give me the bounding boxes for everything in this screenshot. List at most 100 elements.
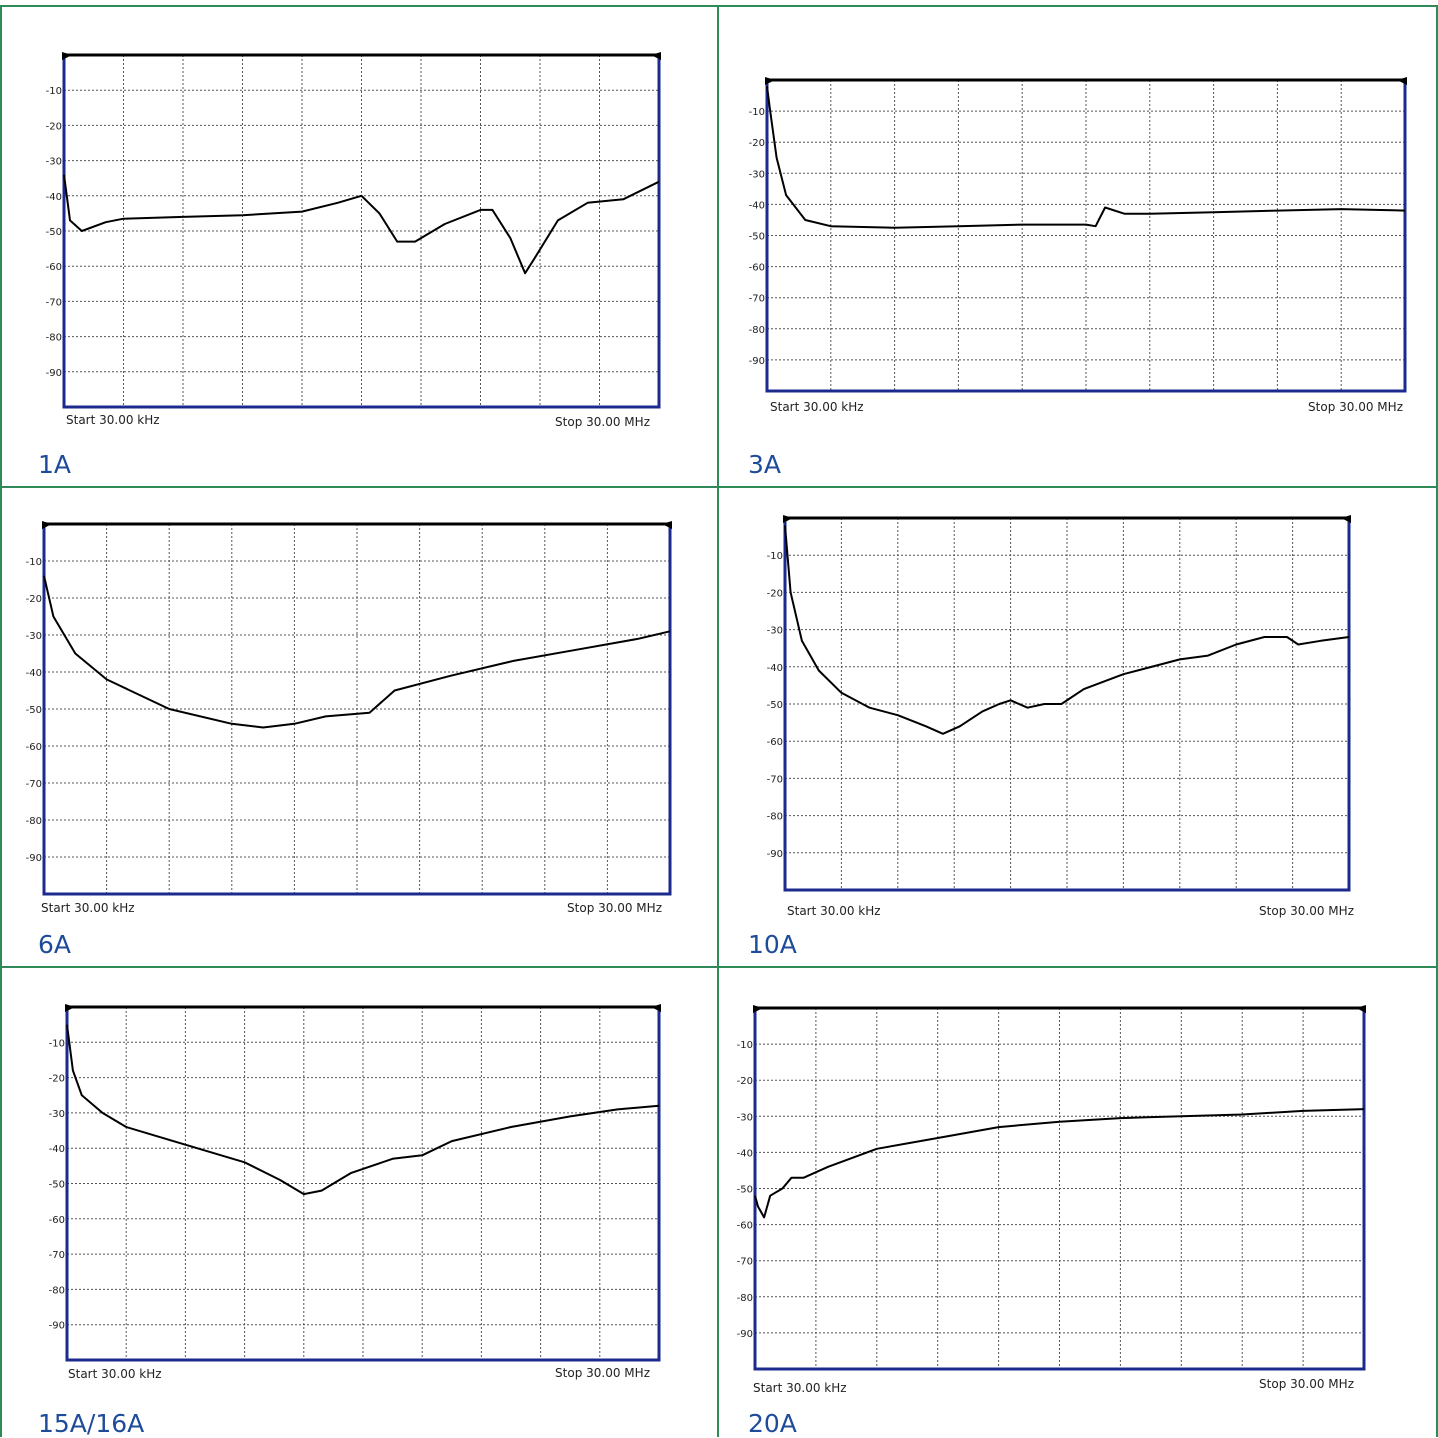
y-tick-label: -30 (749, 169, 765, 180)
y-tick-label: -40 (737, 1148, 753, 1159)
y-tick-label: -80 (767, 812, 783, 823)
y-tick-label: -80 (26, 816, 42, 827)
start-frequency-label: Start 30.00 kHz (68, 1367, 162, 1381)
y-tick-label: -60 (49, 1215, 65, 1226)
stop-frequency-label: Stop 30.00 MHz (555, 415, 650, 429)
stop-frequency-label: Stop 30.00 MHz (1259, 904, 1354, 918)
y-tick-label: -70 (49, 1250, 65, 1261)
caption-10a: 10A (748, 930, 797, 959)
y-tick-label: -10 (46, 86, 62, 97)
y-tick-label: -80 (46, 333, 62, 344)
y-tick-label: -40 (767, 663, 783, 674)
y-tick-label: -60 (737, 1221, 753, 1232)
y-tick-label: -90 (49, 1321, 65, 1332)
y-tick-label: -30 (767, 626, 783, 637)
y-tick-label: -90 (26, 853, 42, 864)
y-tick-label: -90 (767, 849, 783, 860)
y-tick-label: -10 (49, 1038, 65, 1049)
trace-line (766, 86, 1406, 229)
y-tick-label: -70 (46, 297, 62, 308)
marker-left (65, 1004, 75, 1012)
y-tick-label: -50 (49, 1180, 65, 1191)
trace-line (754, 1108, 1365, 1219)
y-tick-label: -30 (49, 1109, 65, 1120)
grid-border-top (0, 5, 1438, 7)
marker-right (651, 1004, 661, 1012)
y-tick-label: -10 (737, 1040, 753, 1051)
marker-left (783, 515, 793, 523)
y-tick-label: -10 (26, 557, 42, 568)
marker-left (42, 521, 52, 529)
marker-left (753, 1005, 763, 1013)
trace-line (66, 1024, 660, 1196)
marker-left (765, 77, 775, 85)
y-tick-label: -70 (749, 294, 765, 305)
y-tick-label: -10 (767, 551, 783, 562)
caption-15a-16a: 15A/16A (38, 1409, 145, 1438)
marker-left (62, 52, 72, 60)
y-tick-label: -10 (749, 107, 765, 118)
trace-line (63, 174, 660, 275)
y-tick-label: -90 (749, 356, 765, 367)
grid-border-right (1436, 5, 1438, 1437)
start-frequency-label: Start 30.00 kHz (770, 400, 864, 414)
y-tick-label: -50 (737, 1185, 753, 1196)
trace-line (43, 575, 671, 729)
marker-right (1397, 77, 1407, 85)
stop-frequency-label: Stop 30.00 MHz (567, 901, 662, 915)
y-tick-label: -60 (26, 742, 42, 753)
y-tick-label: -60 (767, 737, 783, 748)
y-tick-label: -50 (749, 232, 765, 243)
y-tick-label: -20 (46, 121, 62, 132)
stop-frequency-label: Stop 30.00 MHz (1259, 1377, 1354, 1391)
y-tick-label: -60 (46, 262, 62, 273)
y-tick-label: -70 (767, 774, 783, 785)
caption-3a: 3A (748, 450, 782, 479)
y-tick-label: -90 (737, 1329, 753, 1340)
y-tick-label: -40 (749, 200, 765, 211)
y-tick-label: -40 (26, 668, 42, 679)
y-tick-label: -20 (767, 588, 783, 599)
y-tick-label: -20 (737, 1076, 753, 1087)
grid-divider-row1 (0, 486, 1438, 488)
y-tick-label: -40 (49, 1144, 65, 1155)
y-tick-label: -90 (46, 368, 62, 379)
y-tick-label: -80 (749, 325, 765, 336)
y-tick-label: -50 (767, 700, 783, 711)
caption-1a: 1A (38, 450, 72, 479)
y-tick-label: -30 (46, 157, 62, 168)
y-tick-label: -20 (26, 594, 42, 605)
caption-6a: 6A (38, 930, 72, 959)
y-tick-label: -60 (749, 263, 765, 274)
start-frequency-label: Start 30.00 kHz (787, 904, 881, 918)
trace-line (784, 525, 1350, 735)
y-tick-label: -20 (749, 138, 765, 149)
y-tick-label: -20 (49, 1074, 65, 1085)
y-tick-label: -30 (737, 1112, 753, 1123)
caption-20a: 20A (748, 1409, 797, 1438)
start-frequency-label: Start 30.00 kHz (753, 1381, 847, 1395)
y-tick-label: -40 (46, 192, 62, 203)
start-frequency-label: Start 30.00 kHz (41, 901, 135, 915)
y-tick-label: -50 (46, 227, 62, 238)
marker-right (1356, 1005, 1366, 1013)
y-tick-label: -80 (737, 1293, 753, 1304)
grid-divider-row2 (0, 966, 1438, 968)
start-frequency-label: Start 30.00 kHz (66, 413, 160, 427)
marker-right (651, 52, 661, 60)
marker-right (662, 521, 672, 529)
marker-right (1341, 515, 1351, 523)
y-tick-label: -30 (26, 631, 42, 642)
stop-frequency-label: Stop 30.00 MHz (1308, 400, 1403, 414)
grid-border-left (0, 5, 2, 1437)
grid-divider-vertical (717, 5, 719, 1437)
y-tick-label: -70 (737, 1257, 753, 1268)
y-tick-label: -70 (26, 779, 42, 790)
y-tick-label: -50 (26, 705, 42, 716)
